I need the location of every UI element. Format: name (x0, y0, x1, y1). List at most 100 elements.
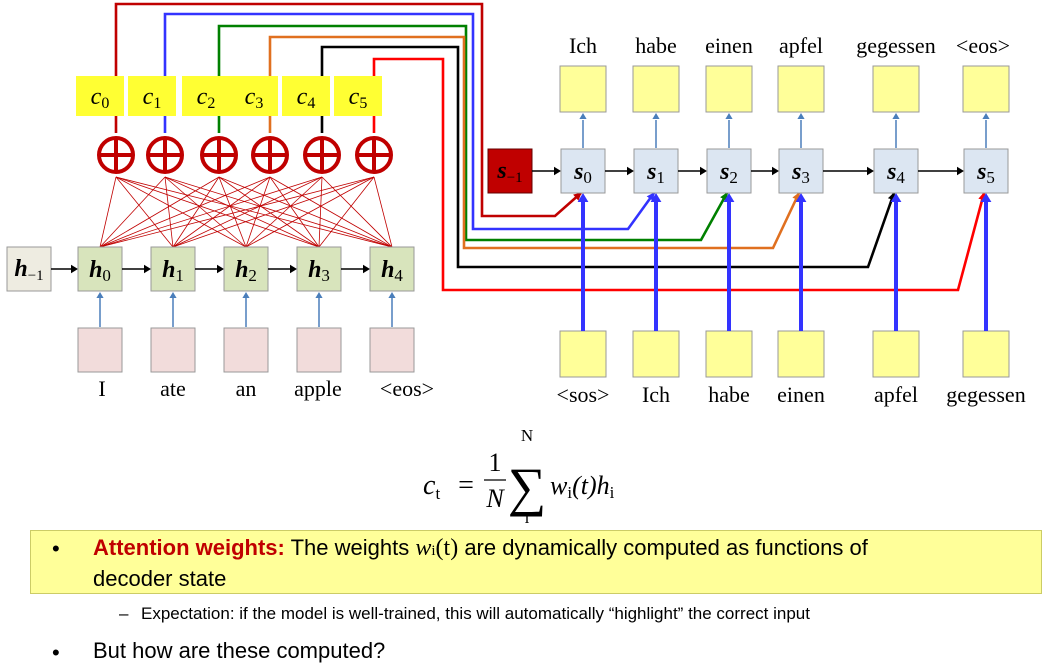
context-path-1 (163, 12, 656, 231)
attention-line (115, 176, 247, 248)
decoder-output-arrowhead (892, 113, 900, 119)
decoder-output-arrowhead (982, 113, 990, 119)
decoder-input-arrowhead (795, 193, 807, 202)
decoder-output-word-5: <eos> (956, 33, 1010, 58)
decoder-input-box-0 (559, 330, 607, 378)
encoder-input-arrowhead (242, 292, 250, 298)
decoder-init-label: s−1 (496, 158, 522, 186)
bullet-1-math: wi(t) (415, 535, 459, 561)
context-label-0: c0 (91, 84, 110, 112)
context-label-2: c2 (197, 84, 216, 112)
decoder-state-label-2: s2 (719, 159, 738, 187)
formula-frac-den: N (485, 484, 505, 513)
encoder-state-box-2 (223, 246, 269, 292)
context-path-0 (114, 2, 582, 218)
decoder-link-head (867, 166, 874, 176)
attention-line (269, 176, 393, 248)
bullet-1-text-b: are dynamically computed as functions of (464, 535, 868, 560)
encoder-init-label: h−1 (14, 256, 43, 284)
decoder-state-label-5: s5 (976, 159, 995, 187)
encoder-link-head (71, 264, 78, 274)
sum-node-1 (146, 136, 184, 174)
attention-line (172, 176, 375, 248)
attention-line (172, 176, 323, 248)
bullet-1-highlight: Attention weights: (93, 535, 285, 560)
decoder-state-label-0: s0 (573, 159, 592, 187)
context-box-2 (182, 76, 230, 116)
formula-sum-symbol: ∑ (508, 457, 547, 517)
context-path-4 (320, 45, 896, 269)
decoder-input-box-5 (962, 330, 1010, 378)
decoder-output-box-1 (632, 65, 680, 113)
context-path-2 (217, 24, 729, 242)
attention-line (99, 176, 375, 248)
decoder-state-label-3: s3 (791, 159, 810, 187)
attention-line (164, 176, 320, 248)
decoder-input-box-1 (632, 330, 680, 378)
attention-line (164, 176, 393, 248)
context-box-0 (76, 76, 124, 116)
encoder-input-word-4: <eos> (380, 376, 434, 401)
decoder-link-head (772, 166, 779, 176)
attention-line (99, 176, 117, 248)
attention-line (218, 176, 393, 248)
attention-line (172, 176, 220, 248)
encoder-input-box-1 (150, 327, 196, 373)
sub-bullet-dash: – (119, 604, 129, 623)
decoder-output-word-2: einen (705, 33, 753, 58)
attention-formula: ct wi(t)hi (423, 470, 615, 503)
attention-line (115, 176, 393, 248)
encoder-input-box-2 (223, 327, 269, 373)
decoder-input-word-0: <sos> (557, 382, 610, 407)
decoder-output-arrowhead (797, 113, 805, 119)
encoder-input-arrowhead (169, 292, 177, 298)
formula-sum-top: N (521, 426, 533, 445)
decoder-output-arrowhead (725, 113, 733, 119)
context-path-3 (268, 35, 801, 250)
attention-line (245, 176, 375, 248)
attention-line (373, 176, 393, 248)
formula-equals: = (458, 470, 474, 501)
encoder-state-box-4 (369, 246, 415, 292)
encoder-input-arrowhead (96, 292, 104, 298)
decoder-output-word-4: gegessen (856, 33, 935, 58)
decoder-input-word-2: habe (708, 382, 750, 407)
bullet-2-dot: • (52, 640, 60, 665)
decoder-input-word-3: einen (777, 382, 825, 407)
decoder-output-box-5 (962, 65, 1010, 113)
context-box-3 (230, 76, 278, 116)
encoder-input-word-1: ate (160, 376, 186, 401)
attention-line (164, 176, 174, 248)
sum-node-2 (200, 136, 238, 174)
attention-line (164, 176, 247, 248)
encoder-state-label-1: h1 (162, 257, 184, 285)
encoder-state-box-3 (296, 246, 342, 292)
decoder-state-box-2 (706, 148, 752, 194)
bullet-1-line-2: decoder state (93, 566, 227, 591)
attention-line (318, 176, 323, 248)
attention-line (269, 176, 320, 248)
attention-line (99, 176, 323, 248)
context-box-4 (282, 76, 330, 116)
encoder-state-box-0 (77, 246, 123, 292)
decoder-output-word-0: Ich (569, 33, 597, 58)
encoder-link-head (363, 264, 370, 274)
decoder-input-arrowhead (890, 193, 902, 202)
decoder-link-head (554, 166, 561, 176)
decoder-state-label-4: s4 (886, 159, 905, 187)
attention-diagram: c0 c1 c2 c3 c4 c5 I ate an apple <eos> h−1 h0 h1 h2 h3 h… (6, 2, 1026, 527)
decoder-output-box-3 (777, 65, 825, 113)
decoder-output-box-0 (559, 65, 607, 113)
encoder-state-label-0: h0 (89, 257, 111, 285)
decoder-input-arrowhead (980, 193, 992, 202)
encoder-input-box-4 (369, 327, 415, 373)
encoder-input-arrowhead (315, 292, 323, 298)
formula-frac-num: 1 (489, 448, 502, 477)
decoder-link-head (627, 166, 634, 176)
decoder-state-box-5 (963, 148, 1009, 194)
encoder-input-arrowhead (388, 292, 396, 298)
decoder-init-state (487, 148, 533, 194)
attention-line (321, 176, 393, 248)
context-path-5 (372, 57, 987, 292)
decoder-state-box-0 (560, 148, 606, 194)
